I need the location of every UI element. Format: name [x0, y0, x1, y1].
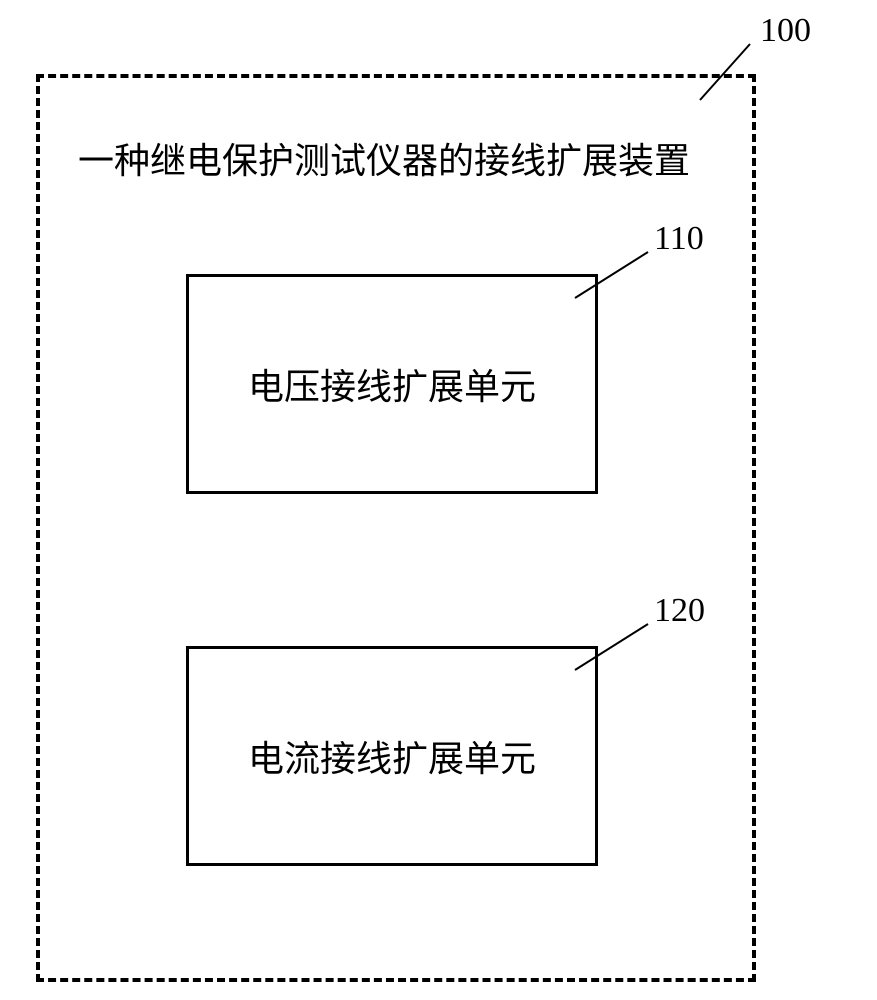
diagram-canvas: 100 一种继电保护测试仪器的接线扩展装置 电压接线扩展单元110电流接线扩展单… [0, 0, 877, 1000]
unit-leader-120 [0, 0, 877, 1000]
